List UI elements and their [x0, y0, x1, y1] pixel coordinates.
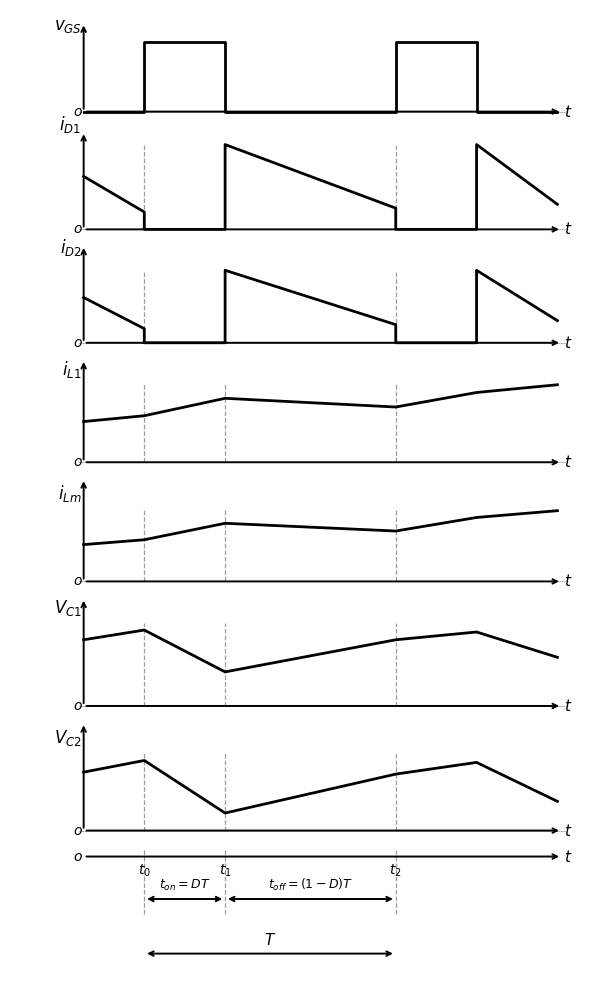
Text: $t_{on}=DT$: $t_{on}=DT$: [159, 878, 211, 893]
Text: o: o: [73, 455, 82, 469]
Text: $i_{L1}$: $i_{L1}$: [62, 359, 82, 380]
Text: $i_{D2}$: $i_{D2}$: [60, 237, 82, 258]
Text: $t_1$: $t_1$: [219, 863, 231, 879]
Text: $t_{off}=(1-D)T$: $t_{off}=(1-D)T$: [268, 877, 353, 893]
Text: $V_{C1}$: $V_{C1}$: [54, 598, 82, 618]
Text: o: o: [73, 824, 82, 838]
Text: $t_2$: $t_2$: [389, 863, 402, 879]
Text: $t_0$: $t_0$: [138, 863, 151, 879]
Text: o: o: [73, 222, 82, 236]
Text: $i_{D1}$: $i_{D1}$: [60, 114, 82, 135]
Text: $v_{GS}$: $v_{GS}$: [54, 17, 82, 35]
Text: o: o: [73, 699, 82, 713]
Text: $t$: $t$: [564, 335, 572, 351]
Text: $V_{C2}$: $V_{C2}$: [54, 728, 82, 748]
Text: o: o: [73, 105, 82, 119]
Text: o: o: [73, 850, 82, 864]
Text: $t$: $t$: [564, 221, 572, 237]
Text: o: o: [73, 574, 82, 588]
Text: $t$: $t$: [564, 573, 572, 589]
Text: $t$: $t$: [564, 104, 572, 120]
Text: $t$: $t$: [564, 849, 572, 865]
Text: $i_{Lm}$: $i_{Lm}$: [58, 483, 82, 504]
Text: $t$: $t$: [564, 823, 572, 839]
Text: $T$: $T$: [264, 932, 276, 948]
Text: $t$: $t$: [564, 698, 572, 714]
Text: $t$: $t$: [564, 454, 572, 470]
Text: o: o: [73, 336, 82, 350]
